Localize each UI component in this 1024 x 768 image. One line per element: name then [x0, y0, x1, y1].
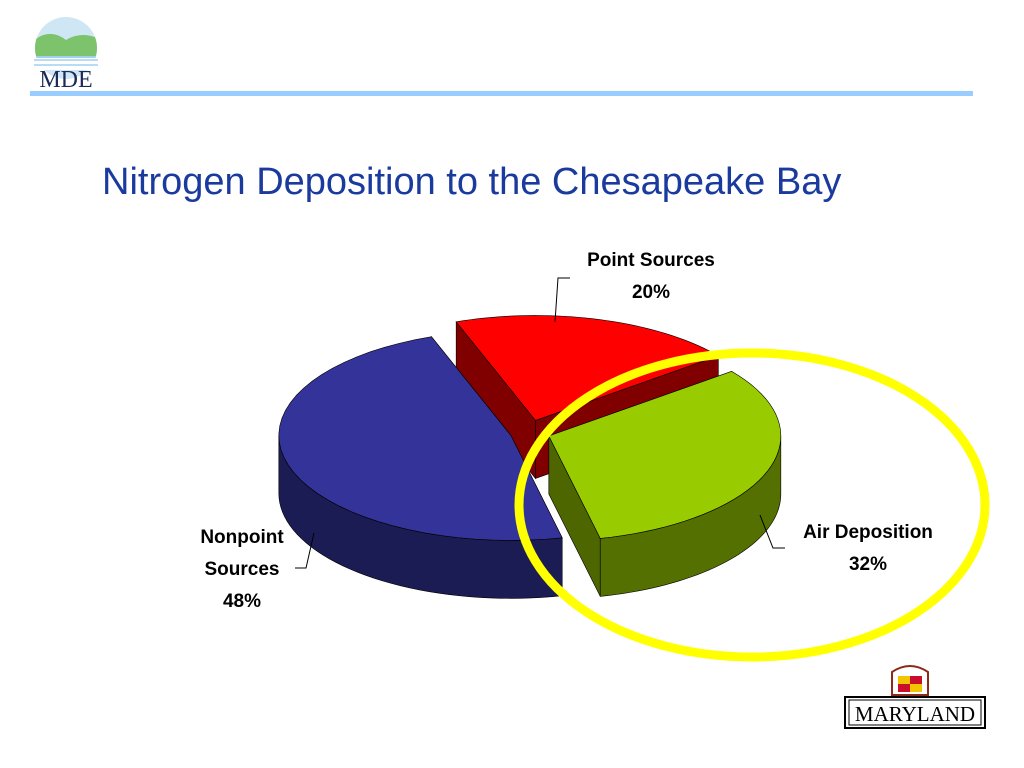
category: Air Deposition	[803, 522, 933, 543]
slice-label: Air Deposition 32%	[768, 517, 968, 581]
slice-top	[455, 315, 720, 421]
slice-top	[548, 371, 782, 539]
slice-label: Point Sources 20%	[551, 245, 751, 309]
pie	[278, 315, 782, 599]
leader-line	[554, 277, 570, 323]
maryland-logo: MARYLAND	[844, 665, 986, 729]
value-label: 20%	[631, 282, 671, 303]
chart-title: Nitrogen Deposition to the Chesapeake Ba…	[102, 161, 842, 203]
logo-text: MDE	[39, 67, 92, 93]
slice-top	[278, 336, 563, 541]
mde-logo: MDE	[34, 17, 98, 93]
value-label: 48%	[222, 591, 262, 612]
header-rule	[30, 91, 973, 96]
category: Point Sources	[587, 250, 715, 271]
slice	[548, 370, 782, 597]
slice	[278, 335, 563, 599]
category: Nonpoint Sources	[200, 527, 284, 580]
logo-text: MARYLAND	[855, 702, 975, 726]
slice-label: Nonpoint Sources 48%	[187, 522, 297, 618]
leader-line	[759, 514, 785, 549]
value-label: 32%	[848, 554, 888, 575]
slice	[455, 315, 720, 480]
leader-line	[295, 532, 315, 569]
highlight-ellipse	[514, 348, 990, 662]
